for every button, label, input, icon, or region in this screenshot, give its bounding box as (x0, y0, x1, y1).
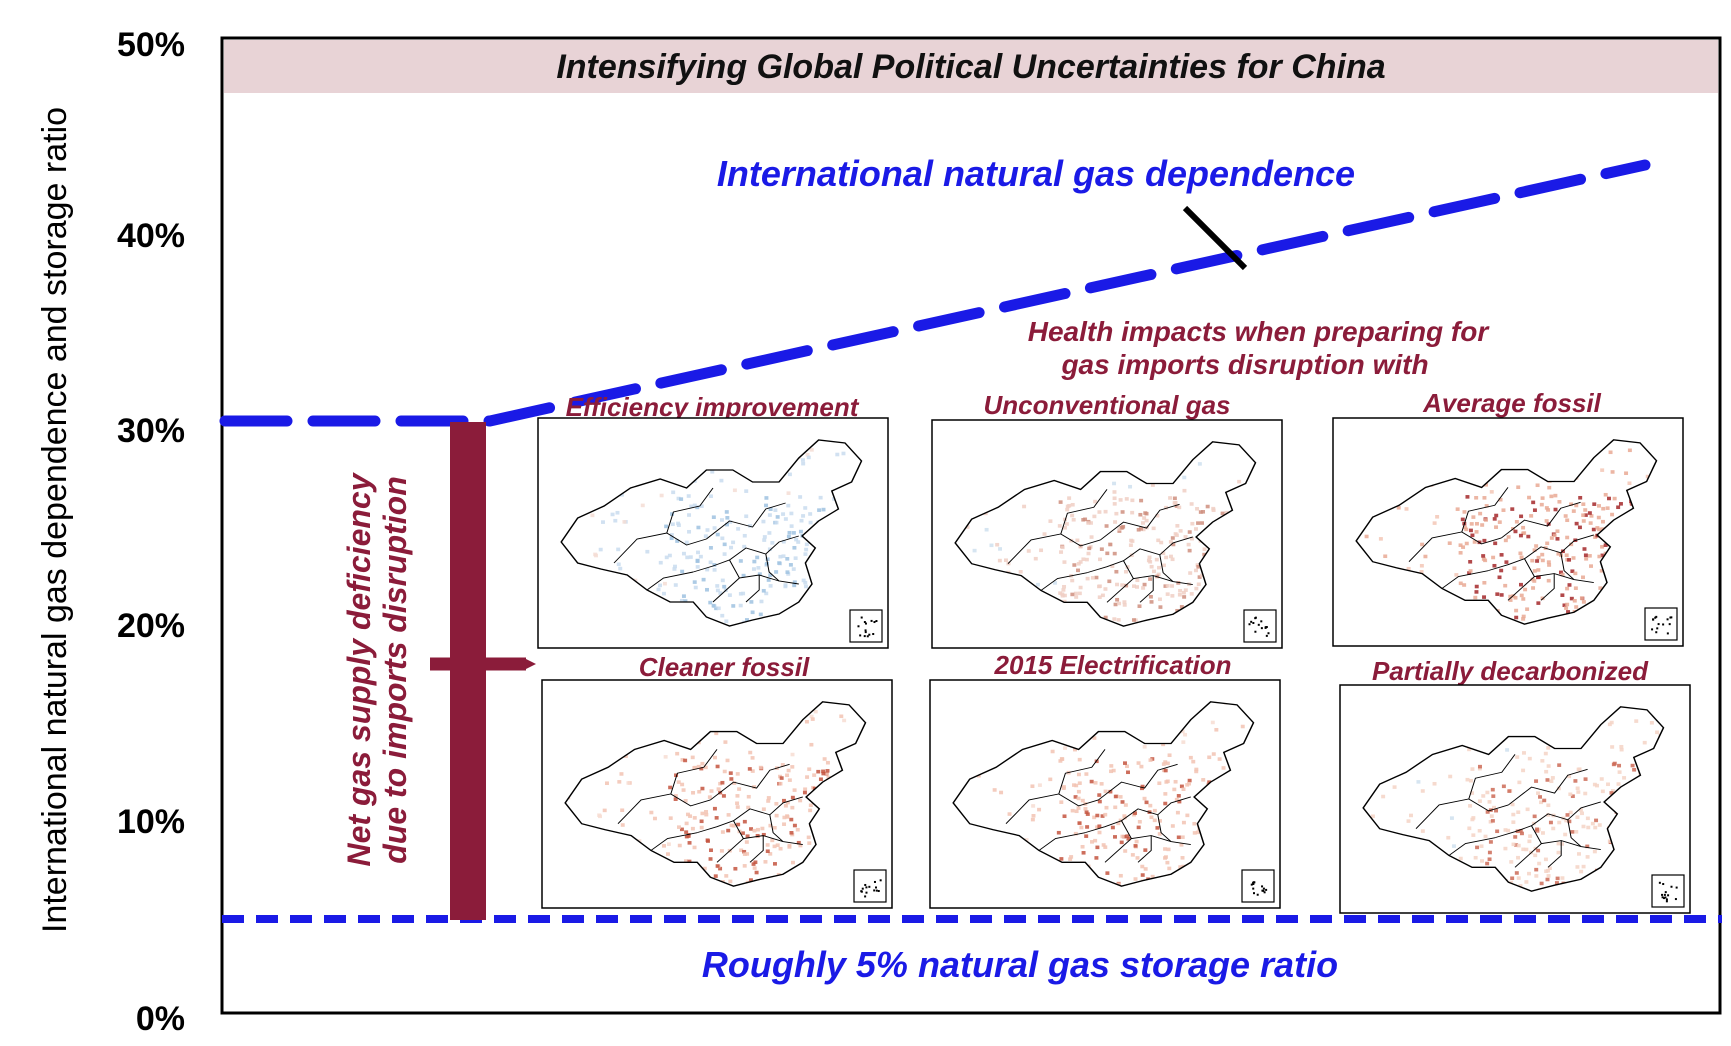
deficiency-bar (450, 422, 486, 920)
map-title: Efficiency improvement (566, 392, 860, 422)
inset-box (849, 609, 883, 643)
map-panel: Average fossil (1332, 388, 1684, 647)
inset-box (1644, 607, 1678, 641)
map-panel: Cleaner fossil (541, 652, 893, 909)
map-frame (1332, 417, 1684, 647)
map-frame (931, 419, 1283, 649)
health-title-line-1: Health impacts when preparing for (1028, 316, 1491, 347)
tick-20: 20% (117, 607, 185, 645)
map-title: Average fossil (1422, 388, 1602, 418)
health-title-line-2: gas imports disruption with (1060, 349, 1428, 380)
tick-30: 30% (117, 412, 185, 450)
inset-box (1651, 874, 1685, 908)
china-outline (564, 701, 867, 887)
plot-frame (220, 36, 1722, 1015)
map-frame (537, 417, 889, 649)
deficiency-label-line-2: due to imports disruption (377, 476, 413, 864)
map-panel: Partially decarbonizedelectrification (1339, 656, 1691, 914)
inset-box (1241, 869, 1275, 903)
china-outline (954, 441, 1257, 627)
deficiency-label-line-1: Net gas supply deficiency (341, 471, 377, 866)
tick-50: 50% (117, 26, 185, 64)
map-panel: Efficiency improvement (537, 392, 889, 649)
china-outline (952, 701, 1255, 887)
tick-10: 10% (117, 803, 185, 841)
banner-background (224, 40, 1718, 93)
y-axis-ticks: 0% 10% 20% 30% 40% 50% (117, 26, 185, 1038)
map-title: Unconventional gas (983, 390, 1230, 420)
china-outline (560, 439, 863, 627)
china-outline (1355, 439, 1658, 625)
map-frame (541, 679, 893, 909)
map-panel: Unconventional gas (931, 390, 1283, 649)
dependence-line (219, 159, 1651, 427)
map-frame (929, 679, 1281, 909)
banner-title: Intensifying Global Political Uncertaint… (556, 48, 1385, 86)
dependence-label: International natural gas dependence (717, 153, 1355, 194)
map-title: Cleaner fossil (639, 652, 810, 682)
storage-label: Roughly 5% natural gas storage ratio (702, 944, 1338, 985)
inset-box (1243, 609, 1277, 643)
china-outline (1362, 706, 1665, 892)
map-frame (1339, 684, 1691, 914)
tick-40: 40% (117, 217, 185, 255)
map-title: Partially decarbonized (1372, 656, 1649, 686)
y-axis-label: International natural gas dependence and… (36, 107, 74, 933)
map-panel: 2015 Electrification (929, 650, 1281, 909)
deficiency-label: Net gas supply deficiency due to imports… (341, 471, 413, 866)
tick-0: 0% (136, 1000, 185, 1038)
map-panels: Efficiency improvement Unconventional gas… (537, 388, 1691, 914)
map-title: 2015 Electrification (994, 650, 1232, 680)
dependence-pointer (1182, 205, 1248, 271)
